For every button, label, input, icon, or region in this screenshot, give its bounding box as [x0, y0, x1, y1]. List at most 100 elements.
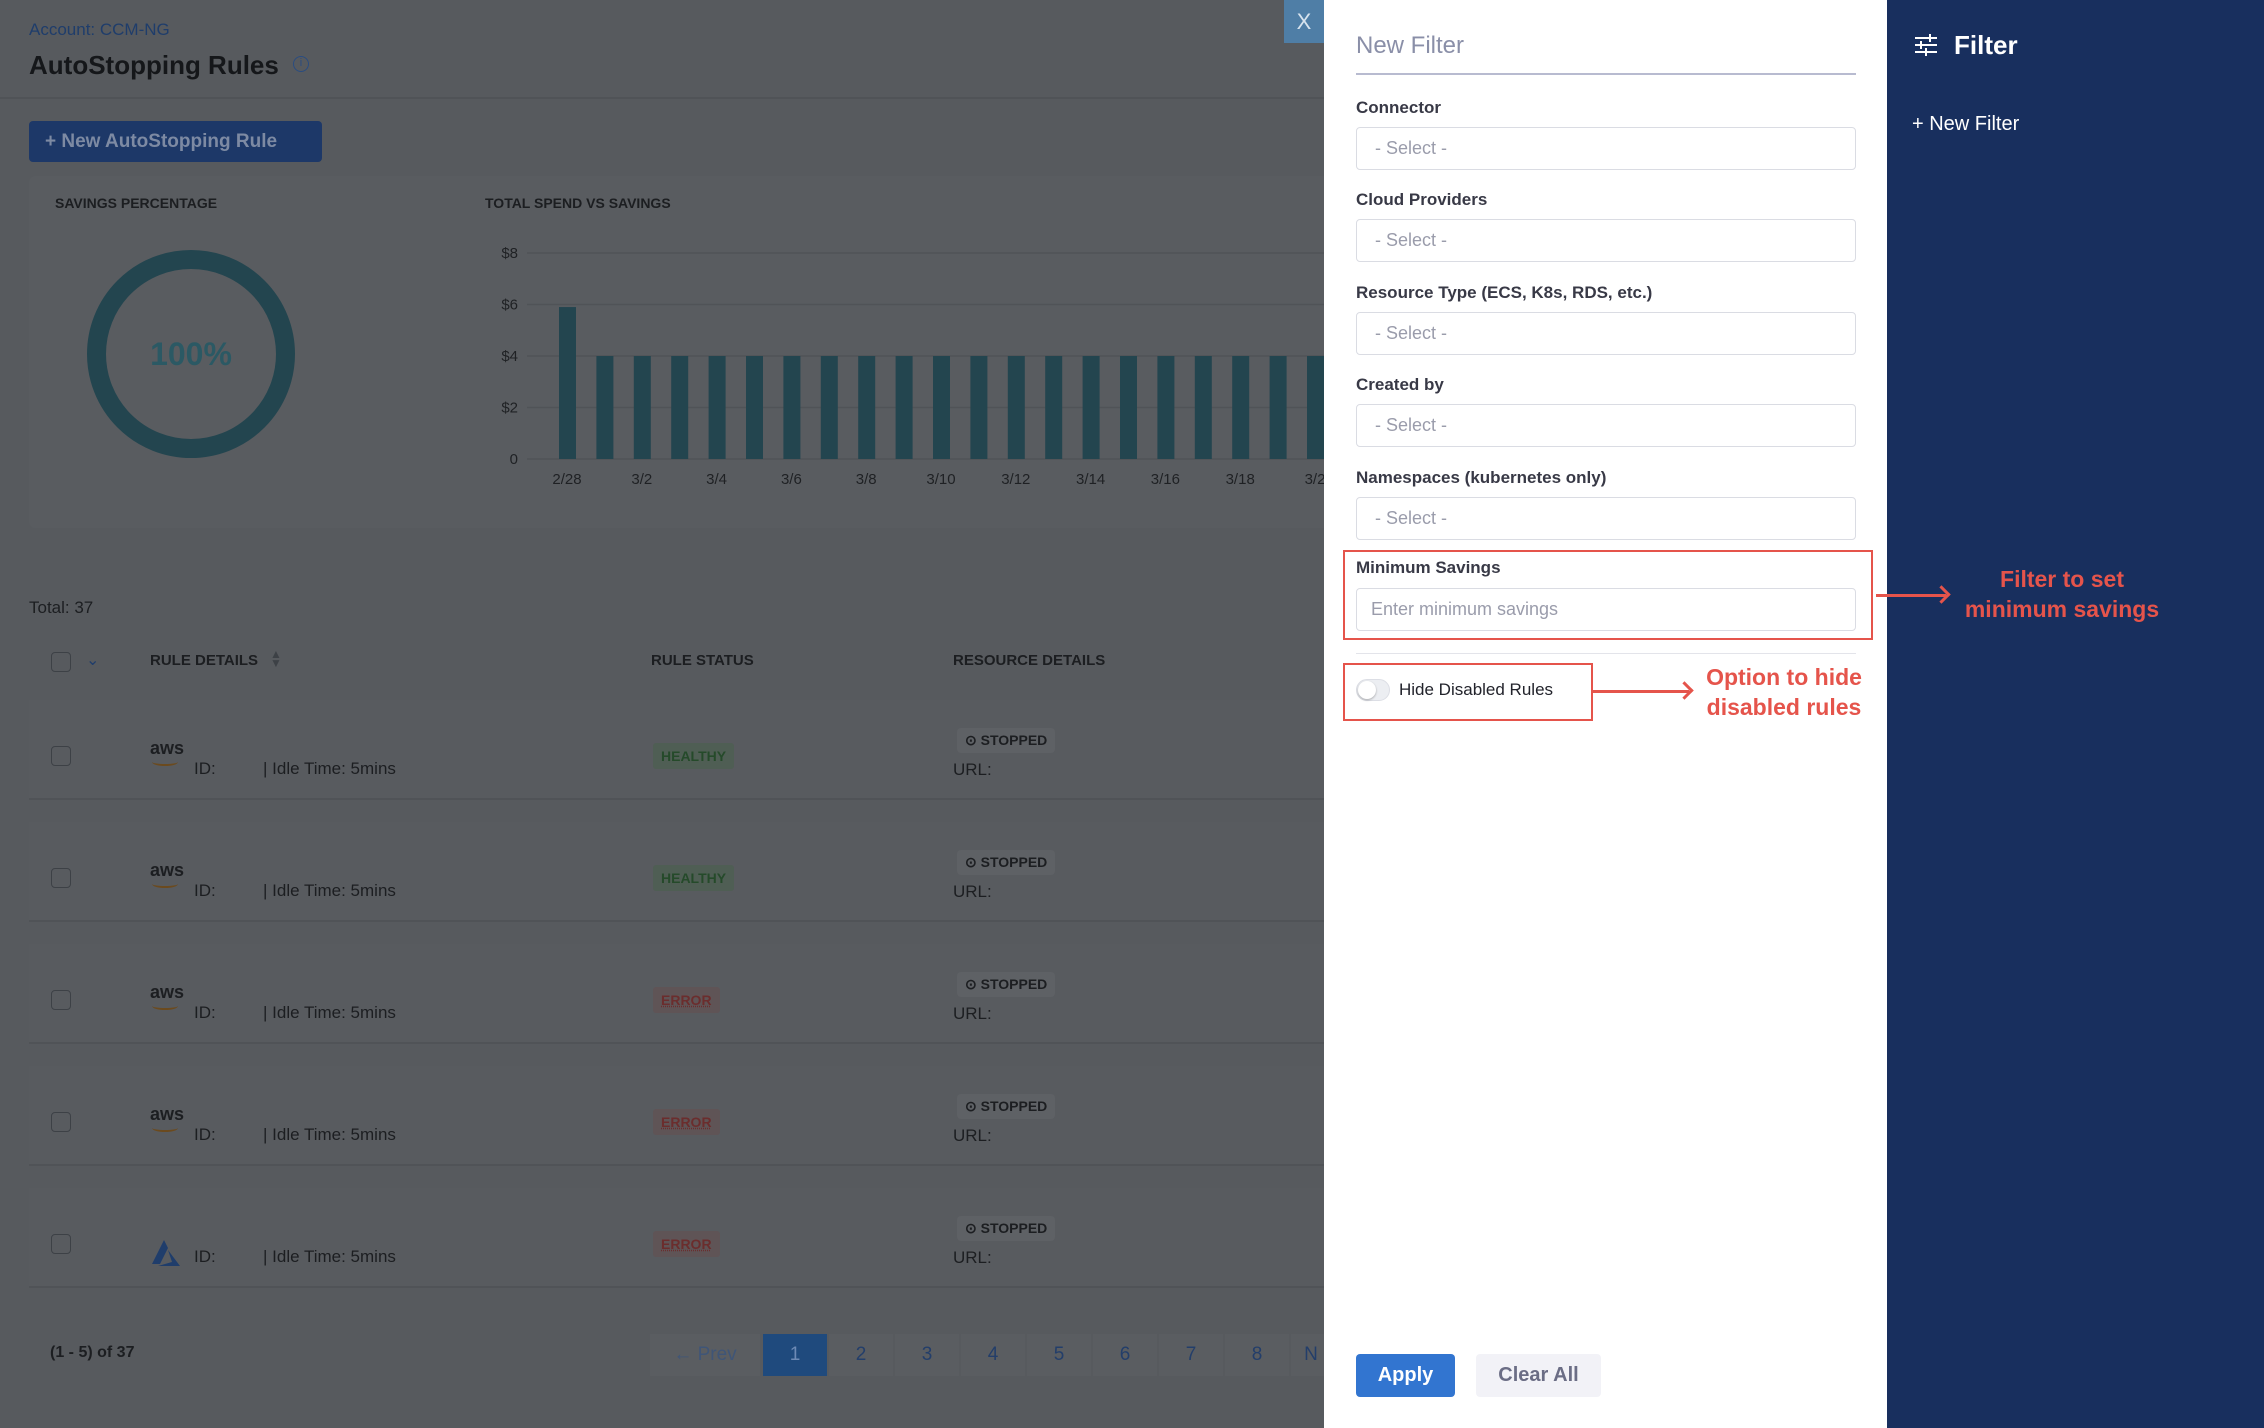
page-3-button[interactable]: 3 [895, 1334, 959, 1376]
account-breadcrumb[interactable]: Account: CCM-NG [29, 20, 170, 39]
select-all-checkbox[interactable] [51, 652, 71, 672]
filter-field-label: Created by [1356, 375, 1444, 395]
filter-select[interactable]: - Select - [1356, 311, 1856, 355]
row-checkbox[interactable] [51, 1112, 71, 1132]
resource-url: URL: [953, 1248, 992, 1267]
x-tick-label: 3/2 [1305, 471, 1324, 488]
header-rule-status: RULE STATUS [651, 652, 754, 669]
chart-title: TOTAL SPEND VS SAVINGS [485, 195, 671, 211]
x-tick-label: 2/28 [552, 471, 581, 488]
new-autostopping-rule-button[interactable]: + New AutoStopping Rule [29, 121, 322, 162]
apply-button[interactable]: Apply [1356, 1354, 1455, 1397]
page-4-button[interactable]: 4 [961, 1334, 1025, 1376]
header-resource-details: RESOURCE DETAILS [953, 652, 1106, 669]
idle-time: | Idle Time: 5mins [263, 1003, 396, 1022]
minimum-savings-label: Minimum Savings [1356, 558, 1501, 577]
hide-disabled-label: Hide Disabled Rules [1399, 680, 1554, 699]
bar-3/16 [1157, 356, 1175, 459]
bar-3/5 [746, 356, 763, 459]
clear-all-button[interactable]: Clear All [1476, 1354, 1601, 1397]
next-page-button[interactable]: N [1291, 1334, 1324, 1376]
aws-icon: aws [150, 1104, 185, 1132]
page-7-button[interactable]: 7 [1159, 1334, 1223, 1376]
autostopping-page-dimmed: Account: CCM-NG AutoStopping Rules i + N… [29, 0, 1324, 1376]
x-tick-label: 3/10 [926, 471, 955, 488]
bar-3/17 [1194, 356, 1212, 459]
resource-status: STOPPED [980, 1220, 1048, 1236]
status-badge: ERROR [653, 987, 720, 1013]
status-badge: ERROR [653, 1231, 720, 1257]
bar-3/10 [933, 356, 950, 459]
filter-sliders-icon [1915, 34, 1937, 56]
resource-status-badge: ⊙ STOPPED [957, 1216, 1056, 1241]
sort-icon[interactable]: ▲ ▼ [270, 647, 282, 670]
info-icon[interactable]: i [293, 56, 309, 72]
new-filter-panel: New Filter Connector - Select - Cloud Pro… [1324, 0, 1887, 1428]
bar-3/2 [633, 356, 651, 459]
header-rule-details[interactable]: RULE DETAILS [150, 652, 259, 669]
y-tick-label: $2 [501, 400, 518, 417]
x-tick-label: 3/14 [1076, 471, 1105, 488]
filter-field-label: Resource Type (ECS, K8s, RDS, etc.) [1356, 282, 1653, 302]
close-filter-button[interactable]: X [1284, 0, 1324, 43]
toggle-knob [1358, 681, 1376, 699]
page-6-button[interactable]: 6 [1093, 1334, 1157, 1376]
annotation-arrow-icon [1876, 594, 1946, 597]
filter-select[interactable]: - Select - [1356, 127, 1856, 170]
x-tick-label: 3/4 [706, 471, 727, 488]
new-filter-button[interactable]: + New Filter [1912, 113, 2020, 135]
bar-3/20 [1307, 356, 1324, 459]
bar-3/3 [671, 356, 689, 459]
page-5-button[interactable]: 5 [1027, 1334, 1091, 1376]
filter-field-label: Cloud Providers [1356, 190, 1488, 210]
spend-vs-savings-chart: $8 $6 $4 $2 0 2/28 3/2 3/4 3/6 3/8 3/10 3/12 3/14 3/1… [501, 245, 1324, 488]
aws-icon: aws [150, 738, 185, 766]
resource-status-badge: ⊙ STOPPED [957, 728, 1056, 753]
pagination-range: (1 - 5) of 37 [50, 1344, 135, 1361]
bar-3/14 [1082, 356, 1100, 459]
chevron-down-icon[interactable]: ⌄ [86, 652, 100, 669]
bar-3/12 [1007, 356, 1025, 459]
annotation-box-min-savings [1343, 550, 1873, 640]
x-tick-label: 3/2 [631, 471, 652, 488]
hide-disabled-toggle[interactable] [1356, 679, 1390, 701]
aws-icon: aws [150, 982, 185, 1010]
row-checkbox[interactable] [51, 990, 71, 1010]
row-checkbox[interactable] [51, 868, 71, 888]
resource-status: STOPPED [980, 1098, 1048, 1114]
resource-url: URL: [953, 1126, 992, 1145]
bar-3/4 [708, 356, 726, 459]
page-8-button[interactable]: 8 [1225, 1334, 1289, 1376]
filter-select[interactable]: - Select - [1356, 404, 1856, 448]
status-badge: HEALTHY [653, 865, 735, 891]
filter-sidebar-title: Filter [1954, 30, 2018, 60]
filter-select[interactable]: - Select - [1356, 219, 1856, 263]
bar-3/9 [895, 356, 913, 459]
rule-id: ID: [194, 759, 216, 778]
idle-time: | Idle Time: 5mins [263, 1125, 396, 1144]
x-tick-label: 3/6 [781, 471, 802, 488]
filter-name-input[interactable]: New Filter [1356, 32, 1465, 59]
divider [1356, 653, 1856, 654]
annotation-arrow-icon [1593, 690, 1689, 693]
rule-id: ID: [194, 1247, 216, 1266]
page-title: AutoStopping Rules [29, 50, 279, 80]
minimum-savings-input[interactable]: Enter minimum savings [1356, 588, 1856, 631]
filter-field-label: Namespaces (kubernetes only) [1356, 467, 1607, 487]
resource-url: URL: [953, 760, 992, 779]
page-2-button[interactable]: 2 [829, 1334, 893, 1376]
y-tick-label: $6 [501, 297, 518, 314]
page-1-button[interactable]: 1 [763, 1334, 827, 1376]
rule-id: ID: [194, 1125, 216, 1144]
idle-time: | Idle Time: 5mins [263, 1247, 396, 1266]
status-badge: HEALTHY [653, 743, 735, 769]
savings-percentage-label: SAVINGS PERCENTAGE [55, 195, 218, 211]
rule-id: ID: [194, 881, 216, 900]
filter-select[interactable]: - Select - [1356, 496, 1856, 540]
rule-id: ID: [194, 1003, 216, 1022]
row-checkbox[interactable] [51, 1234, 71, 1254]
prev-page-button[interactable]: ← Prev [650, 1334, 760, 1376]
annotation-box-hide-disabled [1343, 663, 1593, 721]
bar-3/13 [1045, 356, 1063, 459]
row-checkbox[interactable] [51, 746, 71, 766]
